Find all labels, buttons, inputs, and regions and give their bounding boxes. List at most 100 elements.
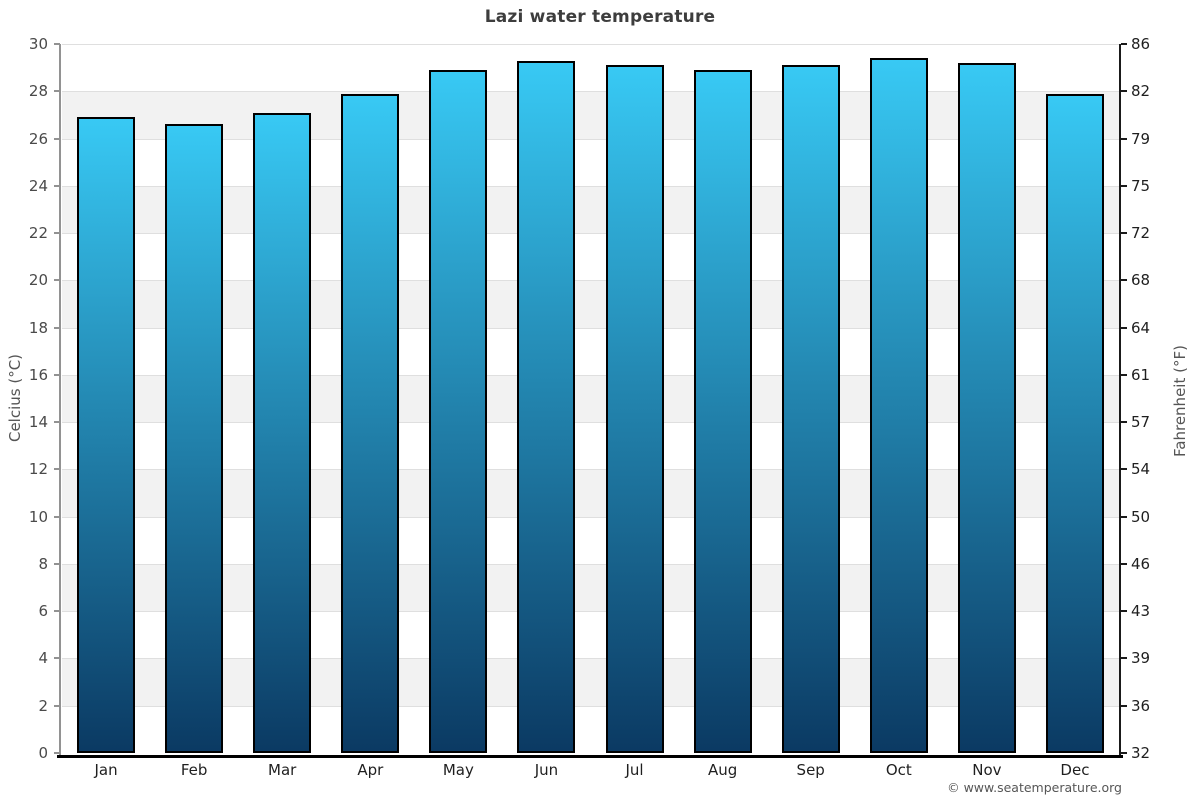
bar-slot-aug bbox=[679, 44, 767, 753]
x-axis-line bbox=[57, 755, 1123, 758]
y-tick-mark-left bbox=[54, 421, 60, 424]
x-tick-label-sep: Sep bbox=[796, 761, 825, 779]
grid-band bbox=[62, 563, 1119, 612]
grid-band bbox=[62, 185, 1119, 234]
y-tick-label-celsius: 4 bbox=[38, 649, 48, 668]
y-tick-label-celsius: 12 bbox=[28, 460, 48, 479]
bar-apr bbox=[341, 93, 400, 753]
bar-jul bbox=[605, 65, 664, 753]
plot-area bbox=[62, 44, 1119, 753]
y-tick-mark-left bbox=[54, 610, 60, 613]
y-tick-label-celsius: 16 bbox=[28, 365, 48, 384]
y-tick-mark-left bbox=[54, 90, 60, 93]
bar-may bbox=[429, 70, 488, 753]
bar-jun bbox=[517, 60, 576, 753]
bar-oct bbox=[869, 58, 928, 753]
y-tick-mark-right bbox=[1121, 373, 1127, 376]
y-tick-label-fahrenheit: 86 bbox=[1131, 35, 1151, 53]
y-tick-mark-left bbox=[54, 279, 60, 282]
y-tick-mark-right bbox=[1121, 90, 1127, 93]
y-tick-label-fahrenheit: 39 bbox=[1131, 649, 1151, 668]
y-tick-label-fahrenheit: 50 bbox=[1131, 507, 1151, 526]
x-tick-label-apr: Apr bbox=[357, 761, 384, 779]
gridline bbox=[62, 138, 1119, 140]
y-tick-label-fahrenheit: 57 bbox=[1131, 413, 1151, 432]
y-tick-mark-right bbox=[1121, 184, 1127, 187]
bar-slot-jul bbox=[591, 44, 679, 753]
y-tick-mark-right bbox=[1121, 326, 1127, 329]
copyright-text: © www.seatemperature.org bbox=[947, 780, 1122, 795]
y-axis-line-left bbox=[59, 44, 61, 757]
y-axis-right: 32 36 39 43 46 50 54 57 61 64 68 72 75 79 82 86 bbox=[1121, 35, 1200, 762]
y-tick-mark-left bbox=[54, 752, 60, 754]
gridline bbox=[62, 516, 1119, 518]
y-tick-mark-left bbox=[54, 515, 60, 518]
y-tick-mark-right bbox=[1121, 279, 1127, 282]
y-tick-mark-left bbox=[54, 704, 60, 707]
y-tick-mark-left bbox=[54, 43, 60, 45]
y-tick-mark-right bbox=[1121, 657, 1127, 660]
y-tick-mark-right bbox=[1121, 137, 1127, 140]
y-axis-left: 0 2 4 6 8 10 12 14 16 18 20 22 24 26 28 30 bbox=[0, 35, 60, 762]
gridline bbox=[62, 280, 1119, 282]
gridline bbox=[62, 44, 1119, 45]
x-tick-label-oct: Oct bbox=[885, 761, 912, 779]
gridline bbox=[62, 374, 1119, 376]
y-tick-mark-left bbox=[54, 562, 60, 565]
bar-sep bbox=[781, 65, 840, 753]
y-tick-label-fahrenheit: 36 bbox=[1131, 696, 1151, 715]
bar-jan bbox=[77, 117, 136, 753]
bar-slot-dec bbox=[1031, 44, 1119, 753]
y-tick-mark-right bbox=[1121, 610, 1127, 613]
x-tick-label-jun: Jun bbox=[534, 761, 559, 779]
y-tick-mark-left bbox=[54, 137, 60, 140]
bar-feb bbox=[165, 124, 224, 753]
gridline bbox=[62, 705, 1119, 707]
bar-mar bbox=[253, 112, 312, 753]
y-tick-mark-right bbox=[1121, 562, 1127, 565]
bar-dec bbox=[1045, 93, 1104, 753]
y-tick-mark-right bbox=[1121, 232, 1127, 235]
y-tick-label-celsius: 20 bbox=[28, 271, 48, 290]
y-tick-mark-right bbox=[1121, 43, 1127, 45]
y-tick-label-celsius: 30 bbox=[28, 35, 48, 53]
y-tick-label-celsius: 28 bbox=[28, 82, 48, 101]
y-tick-label-fahrenheit: 46 bbox=[1131, 554, 1151, 573]
x-tick-label-nov: Nov bbox=[972, 761, 1002, 779]
gridline bbox=[62, 469, 1119, 471]
bar-slot-oct bbox=[855, 44, 943, 753]
y-tick-label-celsius: 24 bbox=[28, 176, 48, 195]
x-axis-labels: Jan Feb Mar Apr May Jun Jul Aug Sep Oct Nov Dec bbox=[62, 760, 1119, 782]
y-tick-label-celsius: 6 bbox=[38, 602, 48, 621]
x-tick-label-dec: Dec bbox=[1060, 761, 1090, 779]
bar-slot-feb bbox=[150, 44, 238, 753]
grid-band bbox=[62, 91, 1119, 139]
y-axis-line-right bbox=[1119, 44, 1121, 757]
x-tick-label-aug: Aug bbox=[707, 761, 738, 779]
y-tick-label-celsius: 14 bbox=[28, 413, 48, 432]
y-tick-mark-left bbox=[54, 657, 60, 660]
y-tick-label-fahrenheit: 43 bbox=[1131, 602, 1151, 621]
x-tick-label-feb: Feb bbox=[180, 761, 208, 779]
x-tick-label-jul: Jul bbox=[625, 761, 644, 779]
gridline bbox=[62, 563, 1119, 565]
gridline bbox=[62, 233, 1119, 235]
bar-slot-sep bbox=[767, 44, 855, 753]
grid-band bbox=[62, 280, 1119, 328]
grid-band bbox=[62, 374, 1119, 423]
gridline bbox=[62, 422, 1119, 424]
y-tick-label-celsius: 22 bbox=[28, 224, 48, 243]
y-tick-mark-left bbox=[54, 468, 60, 471]
y-tick-mark-left bbox=[54, 326, 60, 329]
chart-title: Lazi water temperature bbox=[484, 7, 716, 27]
grid-band bbox=[62, 658, 1119, 706]
y-tick-mark-left bbox=[54, 373, 60, 376]
y-tick-mark-right bbox=[1121, 515, 1127, 518]
y-tick-label-fahrenheit: 72 bbox=[1131, 224, 1151, 243]
y-tick-label-fahrenheit: 64 bbox=[1131, 318, 1151, 337]
bar-nov bbox=[957, 62, 1016, 753]
gridline bbox=[62, 327, 1119, 329]
y-tick-label-celsius: 2 bbox=[38, 696, 48, 715]
y-tick-label-celsius: 26 bbox=[28, 129, 48, 148]
y-tick-mark-right bbox=[1121, 752, 1127, 754]
